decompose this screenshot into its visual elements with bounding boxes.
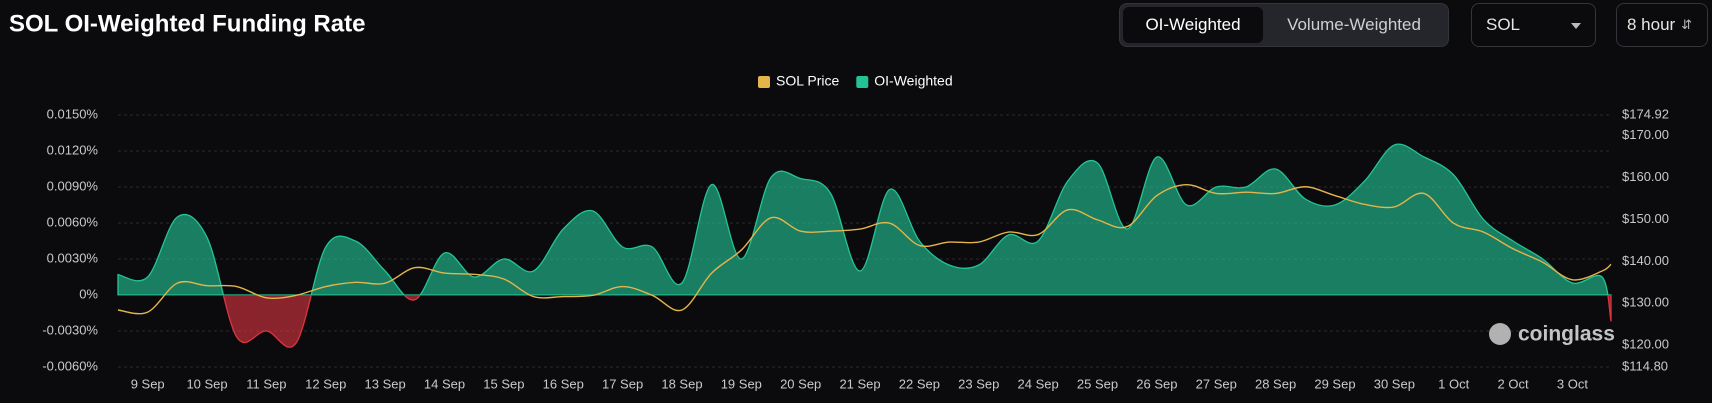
y-tick-label: 0.0150%	[47, 106, 99, 121]
y2-tick-label: $130.00	[1622, 295, 1669, 310]
y2-tick-label: $160.00	[1622, 169, 1669, 184]
x-tick-label: 30 Sep	[1374, 376, 1415, 391]
updown-icon: ⇵	[1681, 17, 1693, 32]
x-tick-label: 22 Sep	[899, 376, 940, 391]
interval-select[interactable]: 8 hour ⇵	[1616, 3, 1708, 47]
x-tick-label: 29 Sep	[1314, 376, 1355, 391]
x-tick-label: 26 Sep	[1136, 376, 1177, 391]
x-tick-label: 18 Sep	[661, 376, 702, 391]
y-tick-label: 0.0090%	[47, 178, 99, 193]
x-tick-label: 20 Sep	[780, 376, 821, 391]
x-tick-label: 25 Sep	[1077, 376, 1118, 391]
legend-label: OI-Weighted	[874, 73, 952, 89]
watermark-text: coinglass	[1518, 323, 1615, 346]
watermark: coinglass	[1489, 323, 1615, 346]
y-tick-label: 0%	[79, 286, 98, 301]
legend-swatch	[856, 76, 869, 88]
x-tick-label: 19 Sep	[721, 376, 762, 391]
x-tick-label: 3 Oct	[1557, 376, 1588, 391]
y2-tick-label: $120.00	[1622, 337, 1669, 352]
x-tick-label: 16 Sep	[543, 376, 584, 391]
x-tick-label: 2 Oct	[1498, 376, 1529, 391]
x-tick-label: 21 Sep	[839, 376, 880, 391]
y2-tick-label: $174.92	[1622, 106, 1669, 121]
interval-value: 8 hour	[1627, 15, 1676, 34]
y-tick-label: 0.0060%	[47, 214, 99, 229]
watermark-icon	[1489, 323, 1511, 345]
x-tick-label: 10 Sep	[186, 376, 227, 391]
y-tick-label: -0.0030%	[42, 322, 98, 337]
x-tick-label: 9 Sep	[131, 376, 165, 391]
y-tick-label: -0.0060%	[42, 358, 98, 373]
mode-button[interactable]: Volume-Weighted	[1287, 15, 1421, 34]
y-tick-label: 0.0120%	[47, 142, 99, 157]
y-tick-label: 0.0030%	[47, 250, 99, 265]
y2-tick-label: $140.00	[1622, 253, 1669, 268]
x-tick-label: 15 Sep	[483, 376, 524, 391]
y2-tick-label: $150.00	[1622, 211, 1669, 226]
caret	[1571, 23, 1581, 29]
mode-toggle: OI-Weighted Volume-Weighted	[1119, 3, 1449, 47]
symbol-select[interactable]: SOL	[1471, 3, 1596, 47]
x-tick-label: 1 Oct	[1438, 376, 1469, 391]
x-tick-label: 23 Sep	[958, 376, 999, 391]
x-tick-label: 12 Sep	[305, 376, 346, 391]
symbol-value: SOL	[1486, 15, 1521, 34]
chart-title: SOL OI-Weighted Funding Rate	[9, 10, 365, 37]
x-tick-label: 14 Sep	[424, 376, 465, 391]
y2-tick-label: $170.00	[1622, 127, 1669, 142]
y2-tick-label: $114.80	[1622, 358, 1668, 373]
funding-area	[117, 143, 1612, 348]
mode-button[interactable]: OI-Weighted	[1123, 7, 1263, 43]
price-line	[117, 183, 1612, 315]
x-tick-label: 28 Sep	[1255, 376, 1296, 391]
legend-swatch	[758, 76, 770, 88]
legend-label: SOL Price	[776, 73, 839, 89]
x-tick-label: 27 Sep	[1196, 376, 1237, 391]
x-tick-label: 24 Sep	[1018, 376, 1059, 391]
x-tick-label: 13 Sep	[365, 376, 406, 391]
x-tick-label: 11 Sep	[246, 376, 286, 391]
x-tick-label: 17 Sep	[602, 376, 643, 391]
